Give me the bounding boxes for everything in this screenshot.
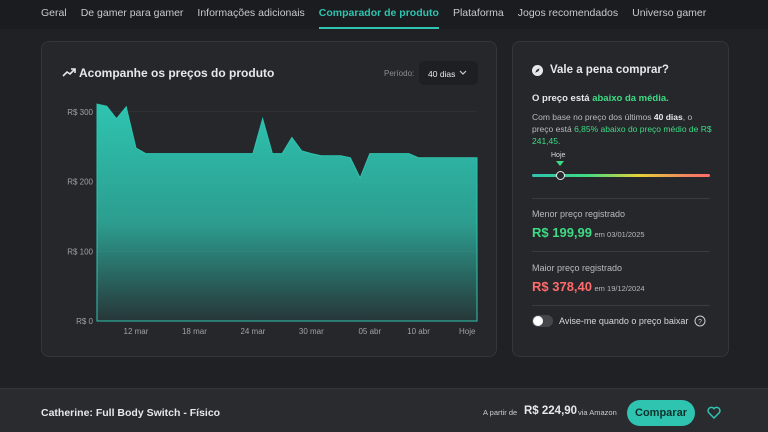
divider: [532, 198, 710, 199]
x-tick-label: Hoje: [459, 327, 476, 336]
x-tick-label: 18 mar: [182, 327, 207, 336]
detail-text: , o preço está: [532, 112, 693, 134]
highest-date: em 19/12/2024: [594, 284, 645, 293]
tab[interactable]: Informações adicionais: [197, 7, 305, 19]
trend-icon: [62, 68, 76, 77]
verdict-card: Vale a pena comprar? O preço está abaixo…: [512, 41, 729, 357]
period-select[interactable]: 40 dias: [419, 61, 478, 85]
svg-text:?: ?: [698, 319, 702, 326]
highest-value: R$ 378,40: [532, 279, 592, 294]
x-tick-label: 30 mar: [299, 327, 324, 336]
tab[interactable]: Universo gamer: [632, 7, 707, 19]
alert-toggle[interactable]: [532, 315, 553, 327]
divider: [532, 305, 710, 306]
y-tick-label: R$ 200: [67, 178, 93, 187]
period-value: 40 dias: [428, 69, 456, 79]
y-tick-label: R$ 0: [76, 317, 93, 326]
verdict-title: Vale a pena comprar?: [550, 64, 669, 76]
y-tick-label: R$ 300: [67, 108, 93, 117]
product-name: Catherine: Full Body Switch - Físico: [41, 407, 221, 419]
highest-price: R$ 378,40 em 19/12/2024: [532, 279, 712, 294]
tab-bar: Geral De gamer para gamer Informações adic…: [0, 0, 768, 29]
lowest-price: R$ 199,99 em 03/01/2025: [532, 225, 712, 240]
favorite-button[interactable]: [707, 406, 721, 419]
info-icon[interactable]: ?: [694, 315, 706, 327]
price: R$ 224,90: [524, 405, 578, 417]
alert-label: Avise-me quando o preço baixar: [559, 316, 689, 326]
tab[interactable]: Plataforma: [452, 7, 504, 19]
highest-label: Maior preço registrado: [532, 263, 623, 273]
area-chart: R$ 0 R$ 100 R$ 200 R$ 300 12 mar 18 mar 24 mar…: [67, 103, 478, 336]
lowest-label: Menor preço registrado: [532, 209, 626, 219]
chevron: [459, 70, 467, 75]
tab[interactable]: Geral: [41, 7, 67, 19]
detail-period: 40 dias: [653, 112, 683, 122]
period-label: Período:: [384, 69, 415, 78]
y-tick-label: R$ 100: [67, 247, 93, 256]
lowest-value: R$ 199,99: [532, 225, 592, 240]
compare-button[interactable]: Comparar: [627, 400, 695, 426]
divider: [532, 251, 710, 252]
headline-status: abaixo da média.: [592, 93, 669, 104]
x-tick-label: 24 mar: [240, 327, 265, 336]
verdict-headline: O preço está abaixo da média.: [532, 93, 712, 104]
compass-icon: [532, 65, 543, 76]
lowest-date: em 03/01/2025: [594, 230, 645, 239]
tab[interactable]: Jogos recomendados: [517, 7, 619, 19]
price-gauge: [532, 174, 710, 177]
bottom-bar: Catherine: Full Body Switch - Físico A p…: [0, 388, 768, 432]
price-chart-card: Acompanhe os preços do produto Período: …: [41, 41, 497, 357]
detail-highlight: 6,85% abaixo do preço médio de R$ 241,45…: [532, 124, 712, 146]
x-tick-label: 05 abr: [358, 327, 381, 336]
from-label: A partir de: [483, 408, 518, 417]
x-tick-label: 12 mar: [124, 327, 149, 336]
gauge-pointer: [556, 161, 564, 166]
gauge-knob: [556, 171, 565, 180]
verdict-detail: Com base no preço dos últimos 40 dias, o…: [532, 111, 712, 147]
chart-title: Acompanhe os preços do produto: [79, 66, 275, 80]
gauge-label: Hoje: [551, 152, 566, 159]
tab[interactable]: Comparador de produto: [318, 0, 439, 29]
detail-text: Com base no preço dos últimos: [532, 112, 652, 122]
x-tick-label: 10 abr: [407, 327, 430, 336]
headline-prefix: O preço está: [532, 93, 590, 104]
store: via Amazon: [578, 408, 617, 417]
price-area: [96, 103, 478, 322]
tab[interactable]: De gamer para gamer: [80, 7, 184, 19]
